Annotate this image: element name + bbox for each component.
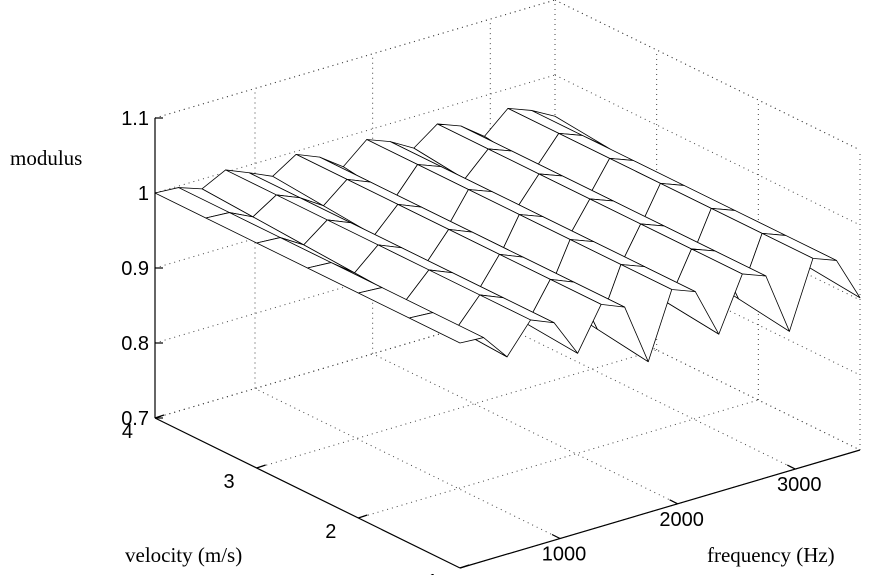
y-axis-label: velocity (m/s) bbox=[125, 543, 242, 567]
tick-mark bbox=[256, 464, 266, 469]
box-edge bbox=[154, 0, 556, 119]
grid-line bbox=[154, 0, 556, 119]
y-tick-label: 3 bbox=[224, 471, 235, 493]
grid-line bbox=[256, 349, 657, 469]
y-axis bbox=[154, 417, 461, 569]
x-tick-label: 1000 bbox=[542, 544, 587, 566]
tick-mark bbox=[669, 499, 678, 505]
z-tick-label: 0.8 bbox=[121, 333, 149, 355]
x-tick-label: 2000 bbox=[659, 509, 704, 531]
z-tick-label: 0.7 bbox=[121, 408, 149, 430]
tick-mark bbox=[358, 514, 368, 519]
z-tick-label: 0.9 bbox=[121, 258, 149, 280]
z-tick-label: 1 bbox=[138, 183, 149, 205]
z-axis-label: modulus bbox=[10, 146, 82, 170]
y-tick-label: 4 bbox=[122, 421, 133, 443]
grid-line bbox=[358, 399, 759, 519]
x-tick-label: 3000 bbox=[777, 474, 822, 496]
x-axis bbox=[459, 449, 861, 569]
y-tick-label: 2 bbox=[325, 521, 336, 543]
x-axis-label: frequency (Hz) bbox=[707, 543, 835, 567]
tick-mark bbox=[787, 464, 796, 470]
y-tick-label: 1 bbox=[427, 571, 438, 575]
tick-mark bbox=[551, 533, 561, 540]
grid-line bbox=[554, 0, 861, 151]
grid-line bbox=[254, 388, 561, 539]
surface-patch bbox=[408, 312, 484, 344]
z-tick-label: 1.1 bbox=[121, 108, 149, 130]
grid-line bbox=[372, 353, 678, 505]
tick-mark bbox=[154, 414, 165, 419]
surface bbox=[154, 107, 861, 363]
